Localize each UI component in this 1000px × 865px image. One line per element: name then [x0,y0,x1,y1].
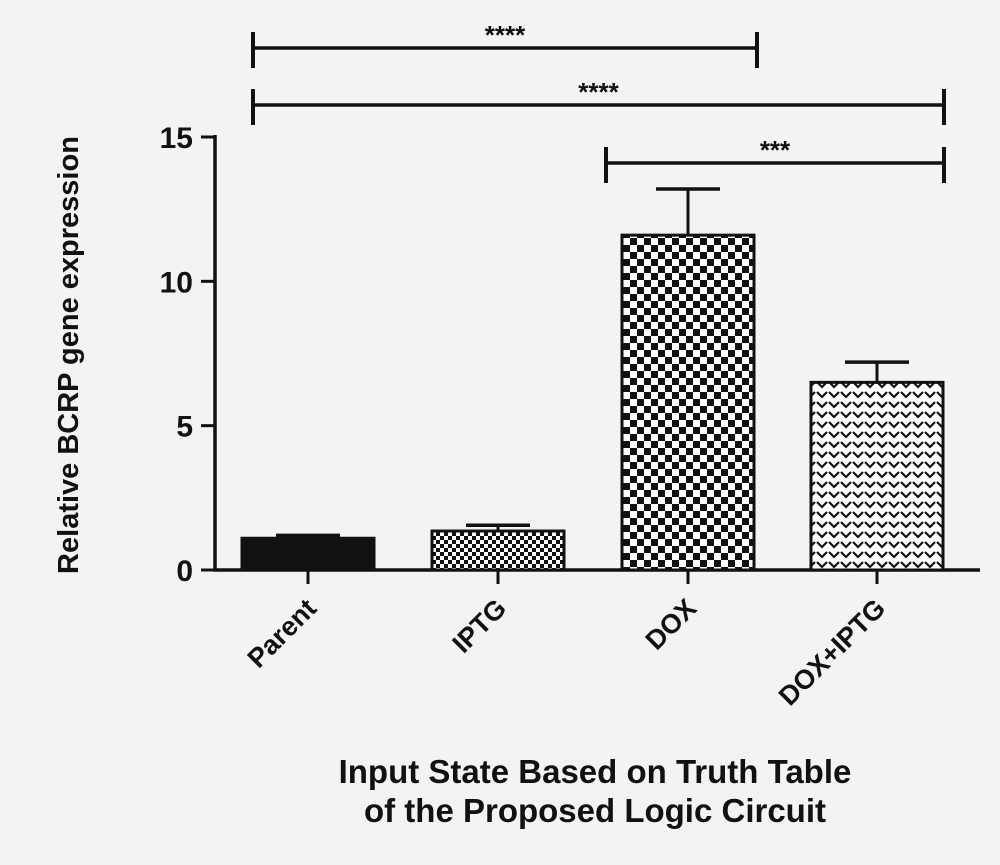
significance-layer: *********** [251,20,946,183]
text-layer: Relative BCRP gene expression Input Stat… [53,136,851,829]
x-axis-label-line-2: of the Proposed Logic Circuit [364,792,826,829]
x-tick-label: DOX [640,593,703,656]
y-tick-label: 0 [176,555,193,588]
bar-dox [620,233,756,572]
x-axis-label-line-1: Input State Based on Truth Table [339,753,852,790]
significance-label: *** [760,135,791,165]
bar-iptg [430,529,566,572]
significance-label: **** [578,77,619,107]
y-tick-label: 15 [160,122,193,155]
x-tick-label: IPTG [446,593,512,659]
bar-dox-iptg [809,380,945,572]
y-tick-label: 5 [176,411,193,444]
x-tick-label: DOX+IPTG [773,593,891,711]
y-axis-label: Relative BCRP gene expression [53,136,85,574]
significance-label: **** [485,20,526,50]
bars-layer [240,187,945,572]
y-tick-label: 10 [160,266,193,299]
bar-parent [240,536,376,572]
x-tick-label: Parent [242,593,323,674]
